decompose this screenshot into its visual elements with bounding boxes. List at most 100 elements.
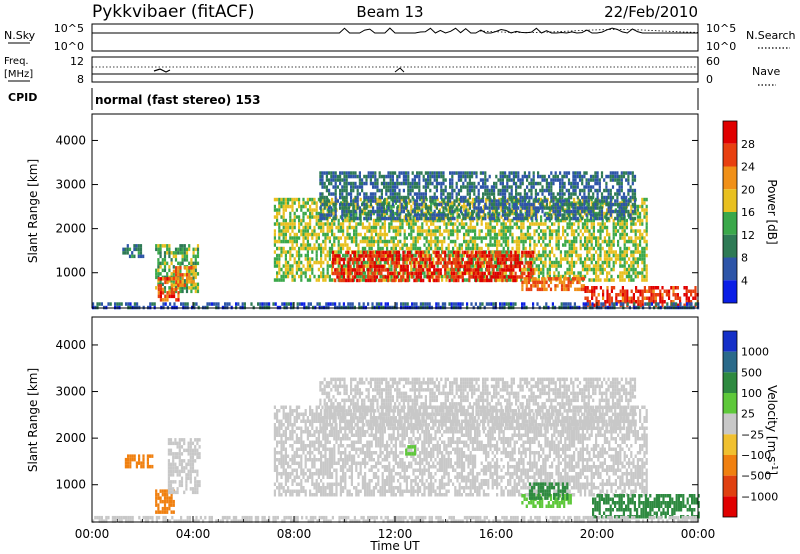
echo-cell-6	[493, 213, 496, 217]
echo-cell-4	[608, 271, 611, 275]
echo-cell-5	[347, 264, 350, 269]
echo-cell-4	[564, 271, 567, 275]
echo-cell-5	[419, 278, 423, 283]
echo-cell-4	[531, 257, 534, 261]
echo-cell-4	[537, 250, 540, 254]
echo-cell-6	[499, 178, 502, 182]
echo-cell-5	[362, 264, 365, 269]
echo-cell-4	[324, 274, 327, 279]
echo-cell-5	[342, 271, 346, 276]
echo-cell-4	[579, 215, 582, 219]
echo-cell-4	[410, 204, 413, 209]
echo-cell-4	[317, 215, 320, 219]
echo-cell-5	[331, 254, 335, 258]
echo-cell-5	[353, 275, 357, 279]
echo-cell-6	[530, 178, 533, 182]
echo-cell-4	[592, 278, 595, 282]
echo-cell-4	[284, 274, 287, 279]
echo-cell-4	[599, 201, 602, 205]
echo-cell-6	[592, 202, 595, 207]
echo-cell-7	[525, 280, 528, 285]
echo-cell-4	[548, 271, 551, 275]
echo-cell-5	[338, 257, 341, 262]
echo-cell-0	[124, 251, 127, 255]
echo-cell-4	[619, 250, 622, 254]
echo-cell-6	[618, 206, 621, 210]
echo-cell-4	[326, 225, 329, 230]
echo-cell-6	[376, 178, 379, 182]
echo-cell-4	[575, 260, 578, 265]
echo-cell-4	[447, 218, 450, 223]
echo-cell-1	[194, 258, 197, 262]
echo-cell-4	[632, 271, 635, 275]
echo-cell-4	[606, 257, 609, 261]
echo-cell-6	[614, 174, 617, 179]
echo-cell-6	[523, 171, 526, 175]
echo-cell-4	[621, 232, 624, 237]
echo-cell-6	[424, 188, 427, 193]
echo-cell-6	[479, 171, 482, 175]
echo-cell-5	[397, 254, 401, 258]
echo-cell-6	[334, 216, 337, 221]
echo-cell-6	[376, 181, 379, 186]
echo-cell-4	[348, 236, 351, 240]
echo-cell-5	[514, 264, 517, 269]
echo-cell-6	[319, 199, 322, 203]
echo-cell-4	[542, 260, 545, 265]
echo-cell-6	[431, 195, 434, 200]
echo-cell-4	[295, 208, 298, 212]
echo-cell-6	[583, 209, 586, 214]
echo-cell-5	[444, 261, 447, 265]
echo-cell-4	[493, 232, 496, 237]
echo-cell-6	[350, 213, 353, 217]
echo-cell-4	[485, 243, 488, 247]
echo-cell-4	[520, 239, 523, 244]
echo-cell-4	[458, 197, 461, 202]
echo-cell-6	[482, 171, 485, 175]
echo-cell-4	[619, 236, 622, 240]
echo-cell-4	[590, 239, 593, 244]
echo-cell-5	[521, 275, 524, 279]
echo-cell-4	[465, 243, 468, 247]
echo-cell-4	[606, 239, 609, 244]
echo-cell-4	[588, 267, 591, 272]
echo-cell-4	[355, 253, 358, 258]
echo-cell-5	[408, 261, 412, 265]
echo-cell-4	[568, 267, 571, 272]
echo-cell-2	[170, 291, 173, 295]
echo-cell-6	[387, 195, 390, 200]
echo-cell-5	[336, 271, 339, 276]
echo-cell-4	[623, 218, 626, 223]
echo-cell-6	[587, 178, 590, 182]
echo-cell-4	[375, 201, 378, 205]
echo-cell-4	[557, 246, 560, 251]
echo-cell-6	[325, 216, 328, 221]
echo-cell-4	[570, 260, 573, 265]
echo-cell-4	[317, 232, 320, 237]
echo-cell-5	[525, 261, 528, 265]
echo-cell-4	[632, 243, 635, 247]
echo-cell-5	[510, 261, 513, 265]
echo-cell-5	[483, 278, 486, 283]
echo-cell-6	[501, 202, 504, 207]
echo-cell-4	[645, 267, 648, 272]
echo-cell-5	[503, 268, 506, 272]
echo-cell-5	[408, 254, 412, 258]
echo-cell-4	[390, 250, 393, 254]
echo-cell-6	[427, 209, 430, 214]
echo-cell-4	[621, 278, 624, 282]
echo-cell-4	[278, 239, 281, 244]
echo-cell-5	[371, 264, 374, 269]
echo-cell-4	[311, 229, 314, 233]
echo-cell-6	[501, 213, 504, 217]
echo-cell-5	[474, 254, 478, 258]
echo-cell-4	[511, 271, 514, 275]
echo-cell-6	[609, 171, 612, 175]
echo-cell-6	[367, 216, 370, 221]
echo-cell-6	[523, 206, 526, 210]
echo-cell-4	[597, 229, 600, 233]
echo-cell-4	[377, 232, 380, 237]
echo-cell-4	[515, 222, 518, 226]
echo-cell-6	[444, 206, 447, 210]
echo-cell-6	[574, 185, 577, 189]
